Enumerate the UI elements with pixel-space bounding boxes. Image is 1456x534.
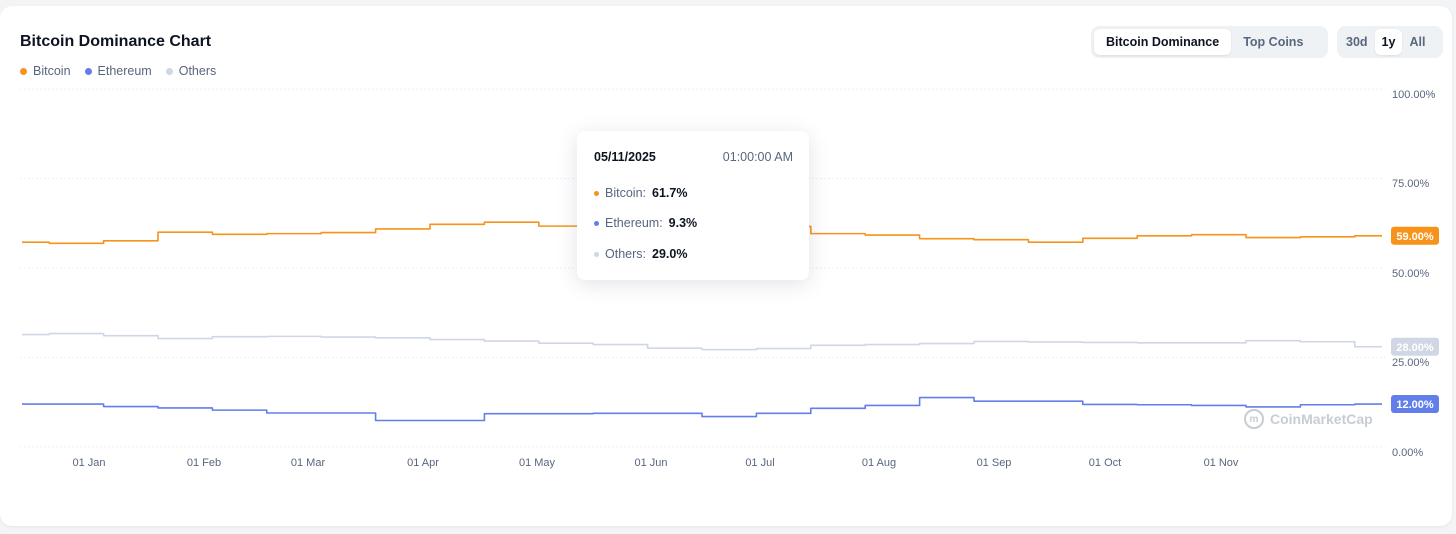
legend-item-ethereum[interactable]: Ethereum [84, 64, 152, 78]
x-tick-label: 01 Feb [187, 457, 221, 469]
tooltip-row-bitcoin: Bitcoin: 61.7% [594, 186, 687, 200]
range-all-button[interactable]: All [1409, 35, 1426, 49]
tooltip-bitcoin-label: Bitcoin: [605, 186, 646, 200]
range-1y-button[interactable]: 1y [1374, 29, 1403, 55]
x-tick-label: 01 Nov [1204, 457, 1239, 469]
y-tick-label: 0.00% [1392, 447, 1423, 459]
legend-bitcoin-label: Bitcoin [33, 64, 71, 78]
x-tick-label: 01 Sep [977, 457, 1012, 469]
tooltip-row-ethereum: Ethereum: 9.3% [594, 216, 697, 230]
legend-bitcoin-dot [20, 67, 27, 75]
series-line-others[interactable] [22, 332, 1382, 351]
end-value-badge-bitcoin [1391, 226, 1439, 245]
y-tick-label: 100.00% [1392, 89, 1436, 101]
coinmarketcap-logo-icon: m [1244, 409, 1264, 429]
range-toggle: 30d 1y All [1337, 26, 1443, 58]
series-line-ethereum[interactable] [22, 396, 1382, 422]
end-value-badge-ethereum [1391, 395, 1439, 414]
x-tick-label: 01 Apr [407, 457, 439, 469]
tooltip-bitcoin-dot [594, 190, 599, 196]
legend-item-bitcoin[interactable]: Bitcoin [20, 64, 71, 78]
tooltip-time: 01:00:00 AM [722, 150, 793, 164]
tooltip-ethereum-label: Ethereum: [605, 216, 663, 230]
x-tick-label: 01 May [519, 457, 556, 469]
end-value-label-ethereum: 12.00% [1396, 399, 1434, 411]
x-tick-label: 01 Mar [291, 457, 326, 469]
tooltip-others-dot [594, 251, 599, 257]
tooltip-bitcoin-value: 61.7% [652, 186, 688, 200]
tooltip-others-label: Others: [605, 247, 646, 261]
tab-bitcoin-dominance[interactable]: Bitcoin Dominance [1094, 29, 1232, 55]
range-30d-button[interactable]: 30d [1346, 35, 1368, 49]
y-tick-label: 75.00% [1392, 178, 1430, 190]
y-tick-label: 50.00% [1392, 268, 1430, 280]
legend-others-label: Others [178, 64, 217, 78]
legend-others-dot [165, 67, 173, 75]
tooltip-date: 05/11/2025 [594, 150, 656, 164]
legend-item-others[interactable]: Others [165, 64, 217, 78]
tooltip-others-value: 29.0% [652, 247, 688, 261]
legend: Bitcoin Ethereum Others [20, 64, 216, 78]
x-tick-label: 01 Oct [1089, 457, 1121, 469]
x-tick-label: 01 Jan [72, 457, 105, 469]
tooltip-row-others: Others: 29.0% [594, 247, 687, 261]
page-title: Bitcoin Dominance Chart [20, 33, 212, 50]
tooltip-ethereum-dot [594, 220, 599, 226]
y-tick-label: 25.00% [1392, 357, 1430, 369]
tooltip-ethereum-value: 9.3% [668, 216, 698, 230]
legend-ethereum-dot [84, 67, 92, 75]
end-value-label-others: 28.00% [1396, 342, 1434, 354]
tab-top-coins[interactable]: Top Coins [1243, 35, 1304, 49]
watermark: m CoinMarketCap [1244, 409, 1373, 429]
x-tick-label: 01 Aug [862, 457, 896, 469]
x-tick-label: 01 Jul [745, 457, 774, 469]
chart-type-toggle: Bitcoin Dominance Top Coins [1091, 26, 1328, 58]
x-tick-label: 01 Jun [634, 457, 667, 469]
chart-tooltip: 05/11/2025 01:00:00 AM Bitcoin: 61.7% Et… [577, 131, 809, 280]
watermark-text: CoinMarketCap [1270, 411, 1373, 427]
legend-ethereum-label: Ethereum [97, 64, 152, 78]
end-value-label-bitcoin: 59.00% [1396, 231, 1434, 243]
end-value-badge-others [1391, 337, 1439, 356]
